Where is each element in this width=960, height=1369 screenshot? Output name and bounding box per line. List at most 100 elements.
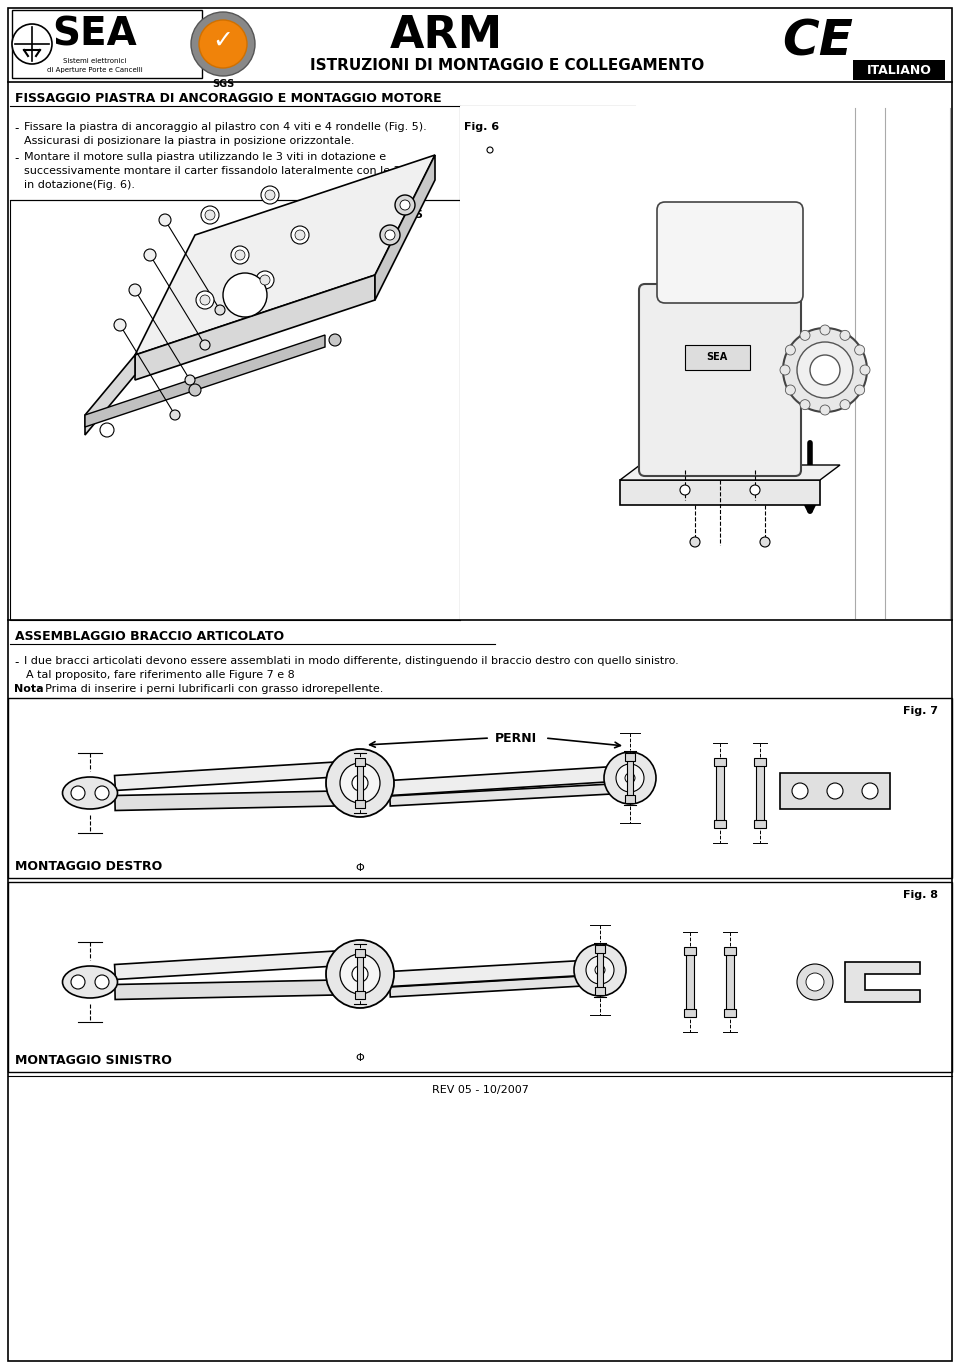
Circle shape: [806, 973, 824, 991]
Circle shape: [797, 964, 833, 999]
Text: Fig. 6: Fig. 6: [464, 122, 499, 131]
Polygon shape: [390, 960, 600, 987]
Circle shape: [340, 763, 380, 804]
Bar: [8, 882, 952, 1072]
Text: Sistemi elettronici: Sistemi elettronici: [63, 57, 127, 64]
Bar: [8, 698, 952, 878]
Bar: [625, 753, 635, 761]
Circle shape: [199, 21, 247, 68]
Circle shape: [223, 272, 267, 318]
Text: di Aperture Porte e Cancelli: di Aperture Porte e Cancelli: [47, 67, 143, 73]
Bar: [855, 108, 950, 617]
Polygon shape: [390, 765, 631, 795]
Polygon shape: [114, 950, 360, 979]
Polygon shape: [375, 155, 435, 300]
Polygon shape: [85, 335, 325, 427]
Ellipse shape: [62, 778, 117, 809]
Polygon shape: [114, 761, 360, 790]
Circle shape: [291, 226, 309, 244]
Text: A tal proposito, fare riferimento alle Figure 7 e 8: A tal proposito, fare riferimento alle F…: [26, 669, 295, 680]
Circle shape: [201, 205, 219, 225]
Bar: [355, 949, 365, 957]
Circle shape: [860, 366, 870, 375]
Circle shape: [680, 485, 690, 496]
Bar: [825, 200, 950, 215]
Polygon shape: [115, 979, 360, 999]
Bar: [355, 991, 365, 999]
Bar: [754, 758, 766, 767]
Bar: [685, 345, 750, 370]
Text: CΕ: CΕ: [782, 18, 853, 66]
Circle shape: [380, 225, 400, 245]
Circle shape: [215, 305, 225, 315]
Polygon shape: [390, 783, 631, 806]
Circle shape: [191, 12, 255, 77]
Circle shape: [785, 385, 795, 396]
Bar: [714, 758, 726, 767]
Text: successivamente montare il carter fissandolo lateralmente con le 2 viti: successivamente montare il carter fissan…: [24, 166, 421, 177]
Circle shape: [114, 319, 126, 331]
Circle shape: [235, 251, 245, 260]
Polygon shape: [845, 962, 920, 1002]
Text: -: -: [14, 122, 18, 136]
Bar: [853, 60, 945, 79]
Text: Montare il motore sulla piastra utilizzando le 3 viti in dotazione e: Montare il motore sulla piastra utilizza…: [24, 152, 386, 162]
Text: -: -: [14, 656, 18, 669]
Circle shape: [261, 186, 279, 204]
Bar: [597, 950, 603, 990]
Circle shape: [616, 764, 644, 793]
Circle shape: [750, 485, 760, 496]
Bar: [825, 500, 950, 515]
Circle shape: [205, 209, 215, 220]
Bar: [716, 763, 724, 823]
Bar: [780, 773, 890, 809]
Circle shape: [827, 783, 843, 799]
Circle shape: [200, 294, 210, 305]
Text: ASSEMBLAGGIO BRACCIO ARTICOLATO: ASSEMBLAGGIO BRACCIO ARTICOLATO: [15, 630, 284, 642]
Bar: [12, 10, 202, 78]
Circle shape: [189, 383, 201, 396]
Text: PERNI: PERNI: [495, 731, 538, 745]
Bar: [684, 947, 696, 956]
Polygon shape: [620, 465, 840, 481]
Circle shape: [800, 400, 810, 409]
Bar: [10, 200, 460, 620]
Circle shape: [12, 25, 52, 64]
Bar: [627, 758, 633, 798]
Text: Φ: Φ: [355, 1053, 365, 1062]
Circle shape: [95, 786, 109, 799]
Circle shape: [586, 956, 614, 984]
Ellipse shape: [62, 967, 117, 998]
Bar: [620, 481, 820, 505]
Circle shape: [810, 355, 840, 385]
Text: I due bracci articolati devono essere assemblati in modo differente, distinguend: I due bracci articolati devono essere as…: [24, 656, 679, 665]
Text: ✓: ✓: [212, 29, 233, 53]
Circle shape: [144, 249, 156, 261]
Bar: [625, 795, 635, 804]
Text: Nota: Nota: [14, 684, 43, 694]
Circle shape: [196, 292, 214, 309]
Text: Fig. 7: Fig. 7: [903, 706, 938, 716]
Circle shape: [862, 783, 878, 799]
Bar: [754, 820, 766, 828]
Bar: [355, 758, 365, 767]
Bar: [714, 820, 726, 828]
Bar: [756, 763, 764, 823]
Polygon shape: [135, 155, 435, 355]
Text: in dotazione(Fig. 6).: in dotazione(Fig. 6).: [24, 179, 135, 190]
Bar: [357, 763, 363, 804]
Circle shape: [340, 954, 380, 994]
Text: REV 05 - 10/2007: REV 05 - 10/2007: [432, 1086, 528, 1095]
Bar: [724, 1009, 736, 1017]
Circle shape: [352, 775, 368, 791]
Circle shape: [820, 405, 830, 415]
Circle shape: [170, 409, 180, 420]
Circle shape: [820, 324, 830, 335]
Circle shape: [854, 385, 865, 396]
Circle shape: [95, 975, 109, 988]
Circle shape: [625, 773, 635, 783]
Text: ARM: ARM: [390, 14, 503, 56]
Circle shape: [797, 342, 853, 398]
Circle shape: [326, 749, 394, 817]
Bar: [357, 954, 363, 994]
